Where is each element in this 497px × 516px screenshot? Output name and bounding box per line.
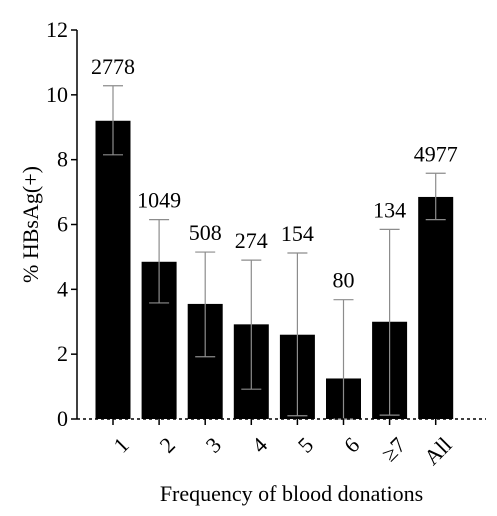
x-tick-label: 2 xyxy=(154,432,179,457)
bar-count-label: 4977 xyxy=(414,141,458,166)
bar-count-label: 80 xyxy=(333,268,355,293)
y-tick-label: 12 xyxy=(46,17,68,42)
bar-count-label: 274 xyxy=(235,228,268,253)
y-tick-label: 8 xyxy=(57,147,68,172)
x-tick-label: ≥7 xyxy=(376,432,410,466)
x-tick-label: 5 xyxy=(293,432,318,457)
x-tick-label: 3 xyxy=(201,432,226,457)
bar-count-label: 508 xyxy=(189,220,222,245)
x-axis-label: Frequency of blood donations xyxy=(160,481,423,506)
x-tick-label: 6 xyxy=(339,432,364,457)
y-tick-label: 4 xyxy=(57,276,68,301)
y-tick-label: 2 xyxy=(57,341,68,366)
x-tick-label: All xyxy=(419,432,457,470)
bar xyxy=(418,196,454,419)
bar-count-label: 1049 xyxy=(137,188,181,213)
bar-count-label: 154 xyxy=(281,221,314,246)
y-tick-label: 6 xyxy=(57,212,68,237)
bar-count-label: 134 xyxy=(373,197,406,222)
x-tick-label: 4 xyxy=(247,432,272,457)
bar xyxy=(95,120,131,420)
axis-labels: % HBsAg(+) Frequency of blood donations xyxy=(18,166,423,506)
bar-count-label: 2778 xyxy=(91,54,135,79)
y-axis-label: % HBsAg(+) xyxy=(18,166,43,283)
y-tick-label: 10 xyxy=(46,82,68,107)
y-tick-label: 0 xyxy=(57,406,68,431)
plot-area: 2778 1049 508 274 154 80 134 4977 xyxy=(91,54,458,420)
x-tick-label: 1 xyxy=(108,432,133,457)
